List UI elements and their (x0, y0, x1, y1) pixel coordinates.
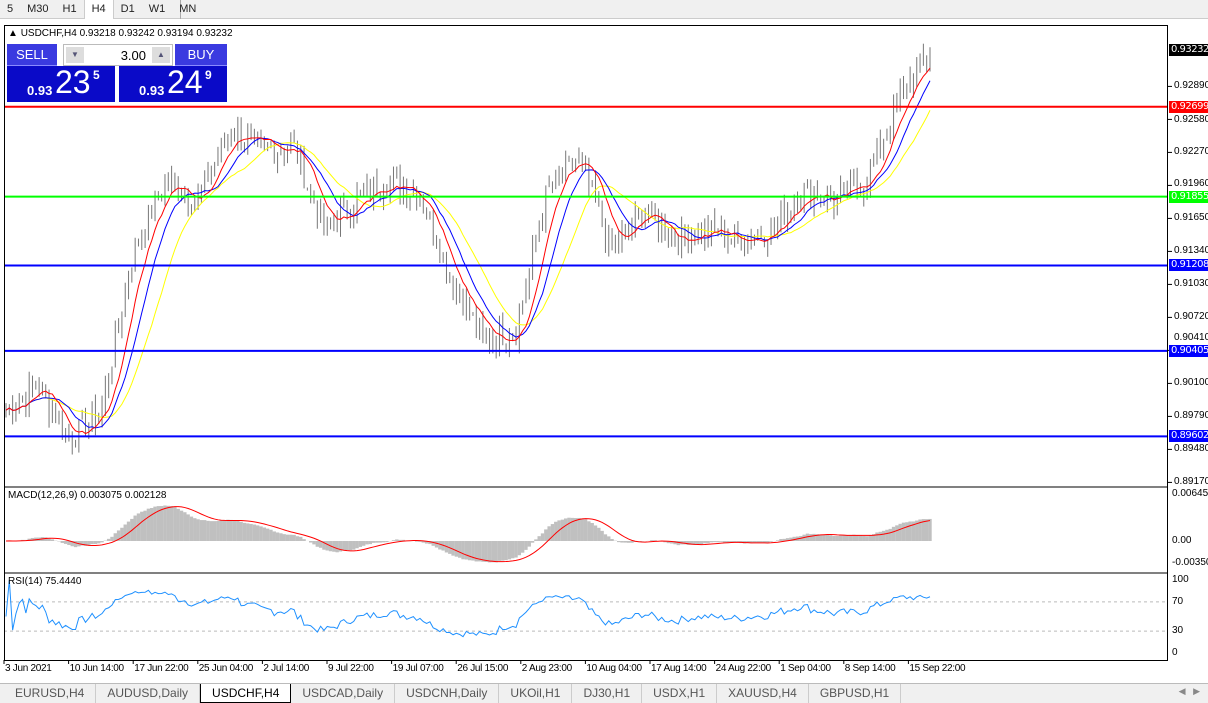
price-axis-label: 0.92270 (1174, 146, 1208, 158)
chart-tabs: EURUSD,H4 AUDUSD,Daily USDCHF,H4 USDCAD,Dai… (0, 683, 1208, 703)
rsi-label: RSI(14) 75.4440 (8, 576, 82, 587)
price-axis-label: 0.92890 (1174, 80, 1208, 92)
chart-tab[interactable]: AUDUSD,Daily (96, 684, 201, 703)
time-axis-label: 2 Aug 23:00 (521, 663, 572, 674)
timeframe-H1[interactable]: H1 (62, 3, 77, 15)
timeframe-5[interactable]: 5 (7, 3, 14, 15)
buy-button[interactable]: BUY (175, 44, 227, 66)
lot-size-input[interactable]: ▼ 3.00 ▲ (63, 44, 173, 66)
timeframe-H4[interactable]: H4 (83, 0, 114, 19)
time-axis-label: 25 Jun 04:00 (198, 663, 254, 674)
macd-axis-label: 0.00 (1172, 535, 1192, 546)
sell-big: 23 (55, 64, 91, 100)
rsi-line (5, 579, 931, 638)
rsi-axis-label: 70 (1172, 595, 1184, 607)
macd-signal-line (5, 506, 931, 563)
price-axis-label: 0.91340 (1174, 245, 1208, 257)
buy-pip: 9 (205, 68, 212, 82)
hline-price-tag: 0.90405 (1169, 344, 1208, 357)
price-axis-label: 0.90410 (1174, 331, 1208, 343)
price-axis-label: 0.89480 (1174, 443, 1208, 455)
tab-scroll-icons[interactable]: ◀ ▶ (1178, 686, 1200, 696)
price-axis-label: 0.90720 (1174, 311, 1208, 323)
ma-red (5, 67, 931, 435)
price-axis-label: 0.90100 (1174, 377, 1208, 389)
chart-tab[interactable]: USDX,H1 (642, 684, 718, 703)
chart-tab[interactable]: USDCAD,Daily (291, 684, 396, 703)
price-axis-label: 0.91650 (1174, 212, 1208, 224)
price-axis-label: 0.92580 (1174, 113, 1208, 125)
rsi-axis-label: 30 (1172, 625, 1184, 637)
chart-tab[interactable]: UKOil,H1 (499, 684, 573, 703)
time-axis-label: 10 Aug 04:00 (586, 663, 642, 674)
buy-prefix: 0.93 (139, 83, 165, 98)
time-axis-label: 10 Jun 14:00 (69, 663, 125, 674)
time-axis-label: 1 Sep 04:00 (780, 663, 831, 674)
sell-button[interactable]: SELL (7, 44, 57, 66)
time-axis-label: 8 Sep 14:00 (844, 663, 896, 674)
timeframe-M30[interactable]: M30 (27, 3, 49, 15)
price-axis-label: 0.91960 (1174, 177, 1208, 189)
price-axis-label: 0.89170 (1174, 476, 1208, 488)
timeframe-toolbar: 5 M30 H1 H4 D1 W1 MN (0, 0, 1208, 19)
chart-header: ▲ USDCHF,H4 0.93218 0.93242 0.93194 0.93… (8, 28, 233, 39)
macd-axis-label: -0.00350 (1172, 557, 1208, 568)
chart-tab[interactable]: GBPUSD,H1 (809, 684, 902, 703)
chart-tab[interactable]: DJ30,H1 (572, 684, 643, 703)
chart-ohlc: USDCHF,H4 0.93218 0.93242 0.93194 0.9323… (20, 28, 233, 39)
time-axis-label: 15 Sep 22:00 (909, 663, 966, 674)
hline-price-tag: 0.89602 (1169, 430, 1208, 443)
hline-price-tag: 0.91208 (1169, 259, 1208, 272)
hline-price-tag: 0.92699 (1169, 100, 1208, 113)
chart-tab[interactable]: USDCHF,H4 (200, 684, 292, 703)
time-axis-label: 24 Aug 22:00 (715, 663, 772, 674)
buy-price[interactable]: 0.93 24 9 (119, 64, 227, 102)
one-click-trading-panel: SELL ▼ 3.00 ▲ BUY 0.93 23 5 0.93 24 9 (7, 44, 227, 104)
rsi-axis-label: 0 (1172, 647, 1178, 658)
lot-value: 3.00 (120, 48, 146, 63)
increase-lot-icon[interactable]: ▲ (152, 47, 170, 63)
sell-price[interactable]: 0.93 23 5 (7, 64, 115, 102)
time-axis-label: 2 Jul 14:00 (263, 663, 310, 674)
sell-prefix: 0.93 (27, 83, 53, 98)
chart-tab[interactable]: EURUSD,H4 (4, 684, 97, 703)
time-axis-label: 9 Jul 22:00 (328, 663, 374, 674)
buy-big: 24 (167, 64, 203, 100)
sell-pip: 5 (93, 68, 100, 82)
timeframe-MN[interactable]: MN (179, 3, 197, 15)
macd-label: MACD(12,26,9) 0.003075 0.002128 (8, 490, 167, 501)
time-axis-label: 26 Jul 15:00 (457, 663, 509, 674)
time-axis-label: 3 Jun 2021 (5, 663, 52, 674)
macd-axis-label: 0.006451 (1172, 488, 1208, 499)
timeframe-D1[interactable]: D1 (120, 3, 135, 15)
price-axis-label: 0.91030 (1174, 278, 1208, 290)
price-axis-label: 0.89790 (1174, 410, 1208, 422)
ma-blue (5, 80, 931, 429)
ma-yellow (5, 110, 931, 419)
time-axis-label: 17 Jun 22:00 (134, 663, 189, 674)
current-price-tag: 0.93232 (1169, 44, 1208, 56)
time-axis-label: 17 Aug 14:00 (651, 663, 707, 674)
time-axis-label: 19 Jul 07:00 (392, 663, 444, 674)
timeframe-W1[interactable]: W1 (148, 3, 166, 15)
decrease-lot-icon[interactable]: ▼ (66, 47, 84, 63)
hline-price-tag: 0.91855 (1169, 190, 1208, 203)
chart-tab[interactable]: USDCNH,Daily (395, 684, 500, 703)
rsi-axis-label: 100 (1172, 574, 1189, 585)
chart-tab[interactable]: XAUUSD,H4 (717, 684, 809, 703)
